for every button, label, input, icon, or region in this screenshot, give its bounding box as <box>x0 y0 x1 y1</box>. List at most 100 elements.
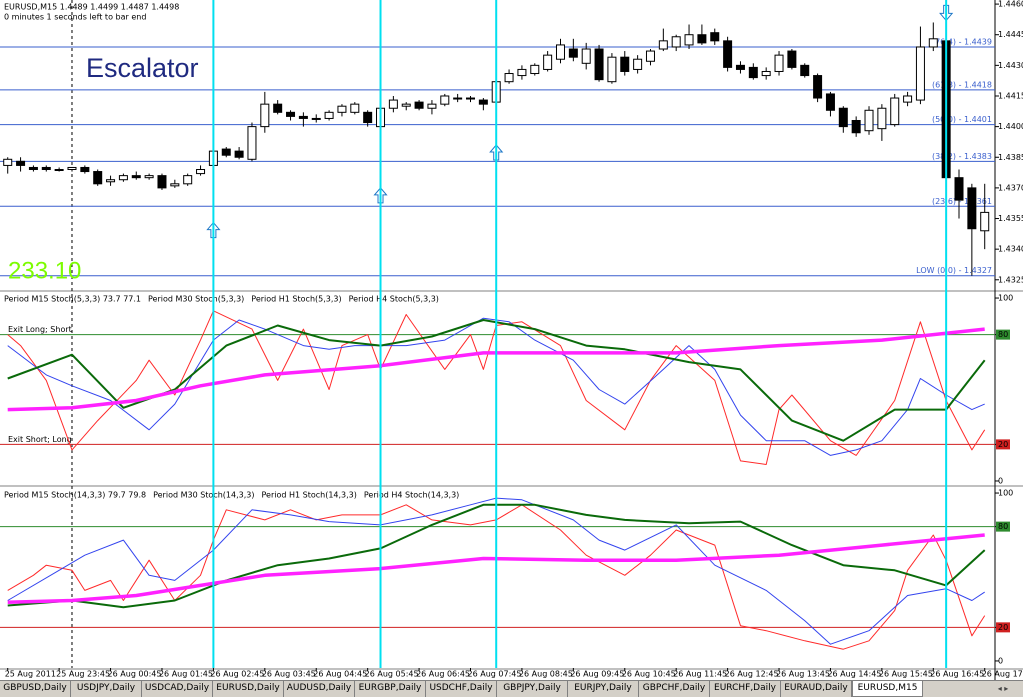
candle-body <box>41 166 51 171</box>
x-tick-label: 26 Aug 01:45 <box>159 670 213 679</box>
y-tick-label: 1.4325 <box>998 275 1023 284</box>
x-tick-label: 26 Aug 11:45 <box>673 670 727 679</box>
x-tick-label: 26 Aug 10:45 <box>622 670 676 679</box>
candle-body <box>825 93 835 111</box>
candle-body <box>813 75 823 99</box>
candle-body <box>350 103 360 113</box>
level-label: Exit Short; Long <box>8 435 72 444</box>
candle-body <box>877 107 887 130</box>
candle-body <box>427 103 437 109</box>
stoch-line <box>7 533 985 604</box>
x-tick-label: 26 Aug 06:45 <box>416 670 470 679</box>
chart-tab[interactable]: EURUSD,Daily <box>213 681 284 697</box>
candle-body <box>967 187 977 230</box>
candle-body <box>890 97 900 126</box>
candle-body <box>903 95 913 103</box>
candle-body <box>273 103 283 113</box>
candle-body <box>787 50 797 68</box>
candle-body <box>735 64 745 70</box>
chart-tab[interactable]: USDJPY,Daily <box>71 681 142 697</box>
y-tick-label: 1.4415 <box>998 91 1023 100</box>
candle-body <box>183 175 193 185</box>
candle-body <box>298 115 308 119</box>
chart-tab[interactable]: GBPJPY,Daily <box>497 681 568 697</box>
candle-body <box>697 34 707 44</box>
candle-body <box>915 46 925 101</box>
candle-body <box>337 105 347 113</box>
y-tick-label: 20 <box>998 440 1008 449</box>
x-tick-label: 26 Aug 09:45 <box>570 670 624 679</box>
stoch-line <box>7 504 986 650</box>
y-tick-label: 80 <box>998 522 1008 531</box>
stoch-line <box>7 497 985 645</box>
x-tick-label: 26 Aug 15:45 <box>879 670 933 679</box>
candle-body <box>543 54 553 70</box>
y-tick-label: 20 <box>998 623 1008 632</box>
x-tick-label: 26 Aug 12:45 <box>725 670 779 679</box>
candle-body <box>286 111 296 117</box>
tab-scroll[interactable]: ◂ ▸ <box>997 684 1009 693</box>
candle-body <box>131 175 141 179</box>
series-legend: Period H1 Stoch(14,3,3) <box>261 491 356 500</box>
y-tick-label: 1.4370 <box>998 183 1023 192</box>
chart-tabs: GBPUSD,Daily USDJPY,Daily USDCAD,Daily EURU… <box>0 680 1023 697</box>
chart-tab[interactable]: USDCAD,Daily <box>142 681 213 697</box>
candle-body <box>311 117 321 120</box>
y-tick-label: 1.4355 <box>998 214 1023 223</box>
candle-body <box>581 48 591 64</box>
candle-body <box>864 109 874 132</box>
chart-tab[interactable]: EURAUD,Daily <box>781 681 852 697</box>
series-legend: Period M30 Stoch(14,3,3) <box>153 491 254 500</box>
x-tick-label: 25 Aug 23:45 <box>56 670 110 679</box>
candle-body <box>28 166 38 171</box>
candle-body <box>453 97 463 100</box>
candle-body <box>620 56 630 72</box>
candle-body <box>466 97 476 100</box>
chart-tab[interactable]: GBPUSD,Daily <box>0 681 71 697</box>
x-tick-label: 26 Aug 16:45 <box>930 670 984 679</box>
symbol-title: EURUSD,M15 1.4489 1.4499 1.4487 1.4498 <box>4 3 179 12</box>
candle-body <box>504 73 514 83</box>
candle-body <box>118 175 128 181</box>
chart-tab[interactable]: AUDUSD,Daily <box>284 681 355 697</box>
candle-body <box>234 150 244 158</box>
candle-body <box>401 103 411 107</box>
stoch-line <box>7 503 986 609</box>
y-tick-label: 1.4340 <box>998 245 1023 254</box>
candle-body <box>3 158 13 166</box>
candle-body <box>67 166 77 171</box>
chart-tab[interactable]: EURJPY,Daily <box>568 681 639 697</box>
candle-body <box>106 179 116 183</box>
fib-level-label: (23.6) - 1.4361 <box>932 197 992 206</box>
series-legend: Period H1 Stoch(5,3,3) <box>251 295 341 304</box>
candle-body <box>684 34 694 46</box>
chart-tab[interactable]: EURGBP,Daily <box>355 681 426 697</box>
candle-body <box>157 175 167 189</box>
chart-tab[interactable]: GBPCHF,Daily <box>639 681 710 697</box>
candle-body <box>80 166 90 173</box>
series-legend: Period M15 Stoch(14,3,3) 79.7 79.8 <box>4 491 146 500</box>
candle-body <box>555 44 565 60</box>
chart-tab[interactable]: USDCHF,Daily <box>426 681 497 697</box>
fib-level-label: (61.8) - 1.4418 <box>932 80 992 89</box>
candle-body <box>388 99 398 109</box>
series-legend: Period H4 Stoch(14,3,3) <box>364 491 459 500</box>
candle-body <box>517 68 527 77</box>
candle-body <box>196 169 206 175</box>
candle-body <box>363 111 373 124</box>
candle-body <box>16 160 26 166</box>
chart-tab[interactable]: EURUSD,M15 <box>852 681 923 697</box>
candle-body <box>568 48 578 58</box>
stoch-line <box>7 327 985 412</box>
candle-body <box>478 99 488 105</box>
chart-tab[interactable]: EURCHF,Daily <box>710 681 781 697</box>
x-tick-label: 26 Aug 13:45 <box>776 670 830 679</box>
candle-body <box>93 171 103 185</box>
series-legend: Period M30 Stoch(5,3,3) <box>148 295 244 304</box>
fib-level-label: LOW (0.0) - 1.4327 <box>916 266 992 275</box>
candle-body <box>658 40 668 50</box>
candle-body <box>838 107 848 128</box>
y-tick-label: 1.4400 <box>998 122 1023 131</box>
chart-annotation: 233.10 <box>8 257 81 284</box>
